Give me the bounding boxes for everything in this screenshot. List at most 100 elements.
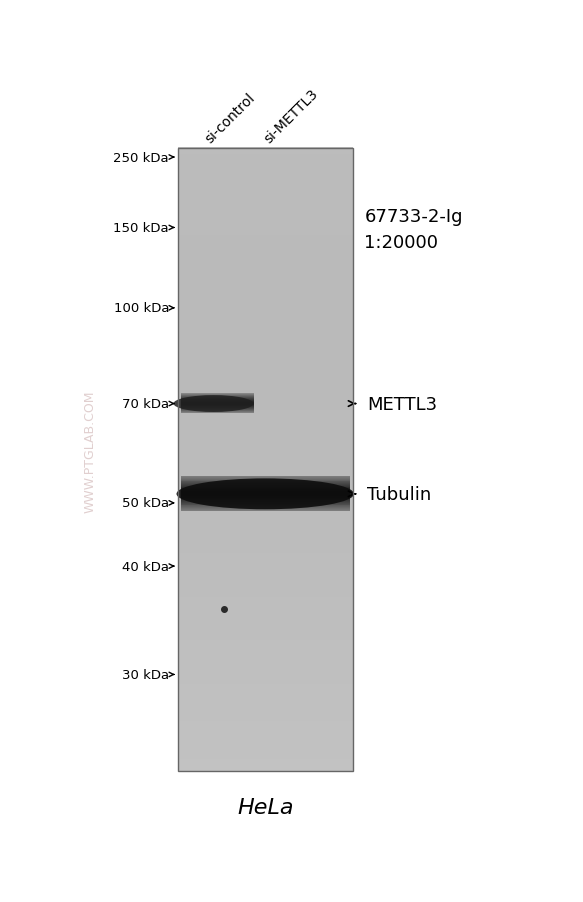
Bar	[178, 149, 353, 771]
Bar	[181, 397, 254, 398]
Bar	[178, 552, 353, 559]
Bar	[178, 584, 353, 591]
Bar	[181, 408, 254, 409]
Text: 150 kDa: 150 kDa	[114, 222, 169, 235]
Bar	[181, 399, 254, 400]
Text: si-METTL3: si-METTL3	[261, 87, 321, 146]
Bar	[181, 394, 254, 395]
Bar	[178, 478, 353, 485]
Bar	[178, 496, 353, 503]
Bar	[178, 378, 353, 385]
Bar	[181, 500, 350, 501]
Bar	[181, 408, 254, 409]
Bar	[178, 309, 353, 317]
Bar	[178, 714, 353, 722]
Bar	[181, 496, 350, 497]
Bar	[178, 360, 353, 367]
Bar	[178, 191, 353, 198]
Bar	[181, 393, 254, 394]
Bar	[181, 409, 254, 410]
Bar	[178, 658, 353, 666]
Bar	[178, 528, 353, 535]
Bar	[181, 482, 350, 483]
Bar	[181, 501, 350, 502]
Bar	[181, 488, 350, 490]
Bar	[181, 400, 254, 402]
Bar	[178, 596, 353, 603]
Bar	[181, 406, 254, 407]
Bar	[178, 627, 353, 634]
Bar	[178, 708, 353, 715]
Bar	[178, 764, 353, 771]
Bar	[181, 479, 350, 480]
Bar	[178, 285, 353, 292]
Bar	[178, 266, 353, 273]
Text: 70 kDa: 70 kDa	[122, 398, 169, 410]
Bar	[178, 148, 353, 155]
Bar	[178, 216, 353, 224]
Bar	[178, 683, 353, 690]
Bar	[178, 328, 353, 336]
Bar	[178, 540, 353, 548]
Bar	[181, 477, 350, 478]
Bar	[178, 609, 353, 615]
Bar	[178, 721, 353, 728]
Bar	[181, 397, 254, 398]
Bar	[178, 397, 353, 404]
Bar	[181, 395, 254, 396]
Bar	[178, 689, 353, 696]
Bar	[178, 515, 353, 522]
Bar	[178, 733, 353, 740]
Bar	[181, 484, 350, 485]
Bar	[181, 495, 350, 496]
Bar	[181, 490, 350, 492]
Bar	[181, 402, 254, 403]
Bar	[181, 494, 350, 495]
Bar	[181, 404, 254, 405]
Bar	[181, 486, 350, 488]
Bar	[181, 403, 254, 404]
Bar	[178, 534, 353, 541]
Bar	[178, 472, 353, 479]
Bar	[178, 179, 353, 186]
Bar	[178, 210, 353, 217]
Bar	[181, 499, 350, 500]
Bar	[178, 347, 353, 354]
Bar	[178, 547, 353, 554]
Bar	[178, 671, 353, 678]
Bar	[178, 590, 353, 597]
Bar	[178, 341, 353, 348]
Bar	[181, 399, 254, 400]
Bar	[178, 740, 353, 746]
Bar	[181, 492, 350, 493]
Bar	[181, 487, 350, 489]
Bar	[178, 509, 353, 516]
Bar	[181, 398, 254, 399]
Bar	[178, 571, 353, 578]
Bar	[181, 403, 254, 404]
Bar	[181, 483, 350, 484]
Bar	[178, 453, 353, 460]
Bar	[178, 615, 353, 621]
Bar	[178, 502, 353, 510]
Bar	[178, 291, 353, 299]
Bar	[181, 502, 350, 503]
Bar	[181, 409, 254, 410]
Bar	[178, 303, 353, 310]
Ellipse shape	[177, 479, 354, 510]
Bar	[181, 493, 350, 494]
Bar	[178, 204, 353, 211]
Text: 30 kDa: 30 kDa	[122, 668, 169, 681]
Bar	[178, 167, 353, 174]
Bar	[178, 272, 353, 280]
Bar	[178, 484, 353, 491]
Bar	[178, 403, 353, 410]
Bar	[178, 198, 353, 205]
Bar	[178, 185, 353, 192]
Bar	[181, 480, 350, 481]
Bar	[181, 401, 254, 402]
Bar	[181, 485, 350, 486]
Bar	[181, 489, 350, 491]
Bar	[178, 154, 353, 161]
Bar	[181, 400, 254, 401]
